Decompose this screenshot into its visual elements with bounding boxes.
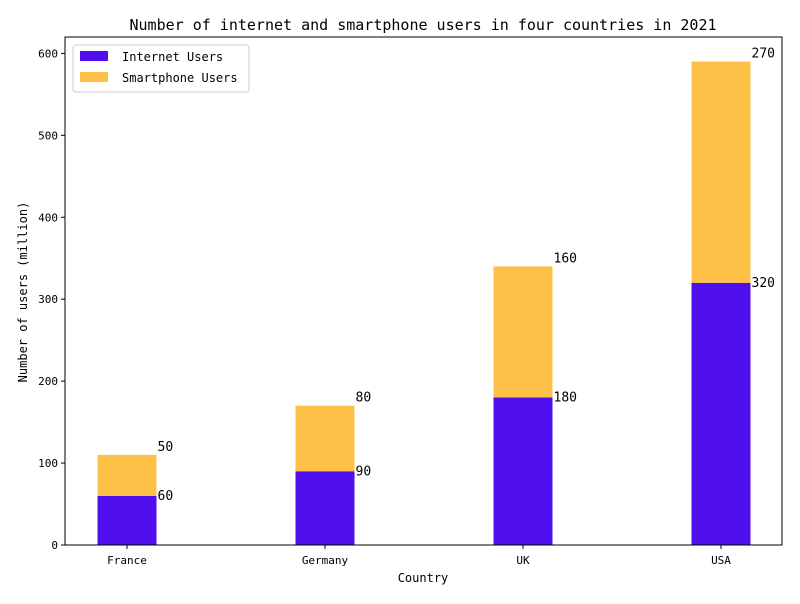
bars-layer [97, 61, 751, 545]
legend-swatch-internet-users [80, 51, 108, 61]
legend-label-smartphone-users: Smartphone Users [122, 71, 238, 85]
y-tick-label: 300 [38, 293, 58, 306]
y-tick-label: 400 [38, 211, 58, 224]
x-tick-label-germany: Germany [302, 554, 349, 567]
bar-france-smartphone-users [97, 454, 157, 496]
bar-uk-smartphone-users [493, 266, 553, 398]
data-label-usa-internet-users: 320 [752, 276, 775, 291]
bar-usa-smartphone-users [691, 61, 751, 283]
y-tick-label: 200 [38, 375, 58, 388]
bar-germany-smartphone-users [295, 405, 355, 472]
data-label-france-internet-users: 60 [158, 489, 174, 504]
plot-frame [64, 36, 783, 546]
chart-title: Number of internet and smartphone users … [130, 16, 717, 34]
x-axis-label: Country [398, 571, 449, 585]
y-tick-label: 0 [51, 539, 58, 552]
x-tick-label-uk: UK [516, 554, 530, 567]
data-label-usa-smartphone-users: 270 [752, 47, 775, 62]
y-tick-label: 500 [38, 129, 58, 142]
y-axis-label: Number of users (million) [16, 202, 30, 383]
legend-swatch-smartphone-users [80, 72, 108, 82]
legend: Internet Users Smartphone Users [72, 44, 250, 93]
bar-usa-internet-users [691, 282, 751, 545]
data-label-germany-smartphone-users: 80 [356, 391, 372, 406]
x-tick-label-usa: USA [711, 554, 731, 567]
y-axis: 0 100 200 300 400 500 600 [38, 47, 65, 552]
data-label-uk-smartphone-users: 160 [554, 251, 577, 266]
x-tick-label-france: France [107, 554, 147, 567]
data-label-uk-internet-users: 180 [554, 391, 577, 406]
legend-label-internet-users: Internet Users [122, 50, 223, 64]
y-tick-label: 600 [38, 47, 58, 60]
x-axis: France Germany UK USA [107, 545, 731, 567]
bar-uk-internet-users [493, 397, 553, 545]
bar-france-internet-users [97, 495, 157, 545]
data-label-france-smartphone-users: 50 [158, 440, 174, 455]
y-tick-label: 100 [38, 457, 58, 470]
data-labels-layer: 60 50 90 80 180 160 320 270 [158, 47, 775, 504]
data-label-germany-internet-users: 90 [356, 464, 372, 479]
bar-germany-internet-users [295, 471, 355, 545]
legend-box [72, 44, 250, 93]
